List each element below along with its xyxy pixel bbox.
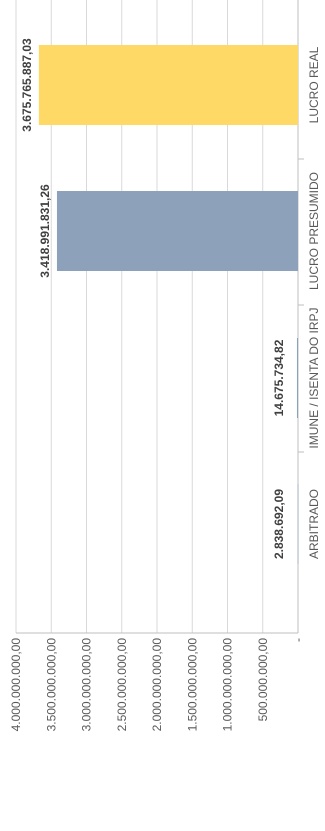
category-label-1: LUCRO PRESUMIDO bbox=[307, 172, 321, 290]
value-tick-label-6: 3.000.000.000,00 bbox=[80, 638, 94, 732]
value-tick-label-0: - bbox=[291, 638, 305, 642]
data-label-0: 3.675.765.887,03 bbox=[20, 38, 34, 132]
value-tick-label-2: 1.000.000.000,00 bbox=[221, 638, 235, 732]
data-label-3: 2.838.692,09 bbox=[272, 489, 286, 559]
data-label-2: 14.675.734,82 bbox=[272, 339, 286, 416]
bar-2 bbox=[296, 338, 298, 418]
value-tick-label-7: 3.500.000.000,00 bbox=[44, 638, 58, 732]
value-tick-label-1: 500.000.000,00 bbox=[256, 638, 270, 722]
data-label-1: 3.418.991.831,26 bbox=[38, 184, 52, 278]
bar-0 bbox=[38, 45, 298, 125]
category-label-2: IMUNE / ISENTA DO IRPJ bbox=[307, 307, 321, 448]
bar-1 bbox=[56, 191, 298, 271]
value-tick-label-8: 4.000.000.000,00 bbox=[9, 638, 23, 732]
value-tick-label-3: 1.500.000.000,00 bbox=[185, 638, 199, 732]
bar-3 bbox=[297, 484, 299, 564]
category-label-3: ARBITRADO bbox=[307, 489, 321, 559]
value-tick-label-5: 2.500.000.000,00 bbox=[115, 638, 129, 732]
category-label-0: LUCRO REAL bbox=[307, 46, 321, 123]
value-tick-label-4: 2.000.000.000,00 bbox=[150, 638, 164, 732]
